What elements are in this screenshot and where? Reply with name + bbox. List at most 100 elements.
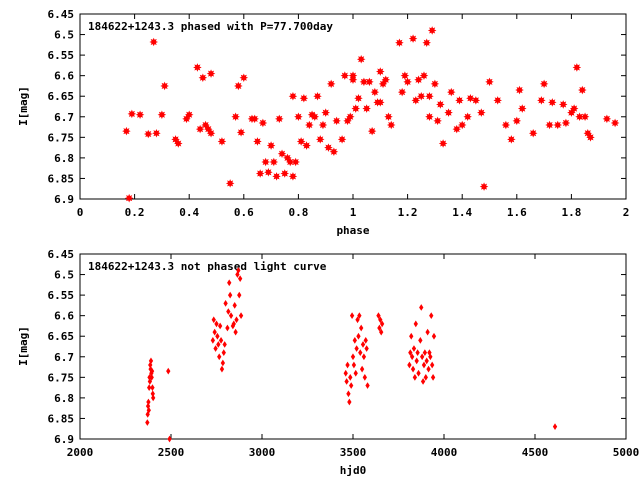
- phased-plot-point: [324, 143, 333, 152]
- unphased-plot-point: [235, 271, 240, 278]
- phased-plot-point: [291, 157, 300, 167]
- phased-plot-point: [501, 120, 511, 130]
- unphased-plot-point: [409, 332, 414, 340]
- unphased-plot-point: [147, 384, 152, 391]
- phased-plot-point: [477, 108, 486, 117]
- phased-plot-points: [122, 26, 620, 203]
- phased-plot-point: [610, 118, 620, 128]
- unphased-plot-point: [345, 361, 350, 369]
- phased-plot-point: [572, 63, 582, 72]
- phased-plot-y-tick-label: 6.85: [48, 172, 75, 185]
- phased-plot-point: [512, 116, 522, 126]
- unphased-plot-point: [238, 275, 243, 283]
- phased-plot-point: [528, 128, 538, 138]
- phased-plot-point: [545, 120, 554, 130]
- unphased-plot-point: [350, 353, 356, 361]
- phased-plot-point: [193, 63, 202, 72]
- phased-plot-point: [408, 34, 418, 43]
- phased-plot-point: [239, 73, 249, 82]
- unphased-plot-point: [219, 365, 225, 373]
- phased-plot-point: [122, 126, 131, 136]
- phased-plot-x-tick-label: 0.6: [234, 206, 254, 219]
- unphased-plot-point: [361, 353, 367, 361]
- phased-plot-point: [315, 135, 325, 144]
- unphased-plot-point: [426, 365, 431, 373]
- phased-plot-point: [302, 141, 311, 150]
- unphased-plot-point: [222, 341, 227, 348]
- phased-plot-point: [425, 112, 434, 122]
- phased-plot-point: [452, 124, 461, 134]
- unphased-plot-point: [420, 378, 426, 385]
- phased-plot-point: [386, 120, 396, 130]
- unphased-plot-point: [212, 328, 217, 336]
- phased-plot-y-label: I[mag]: [17, 86, 30, 126]
- phased-plot-point: [266, 141, 276, 150]
- phased-plot-point: [152, 128, 161, 138]
- unphased-plot-point: [215, 332, 220, 340]
- phased-plot-point: [539, 79, 549, 89]
- unphased-plot-y-tick-label: 6.6: [54, 310, 74, 323]
- unphased-plot-point: [354, 345, 359, 352]
- phased-plot-point: [354, 94, 363, 103]
- phased-plot-point: [332, 116, 341, 126]
- phased-plot-point: [217, 137, 227, 146]
- phased-plot-x-tick-label: 0: [77, 206, 84, 219]
- phased-plot-point: [457, 120, 467, 130]
- unphased-plot-point: [145, 419, 150, 426]
- unphased-plot-point: [412, 373, 418, 381]
- phased-plot-y-tick-label: 6.65: [48, 90, 75, 103]
- unphased-plot-point: [415, 349, 420, 357]
- unphased-plot-point: [358, 349, 363, 357]
- unphased-plot-y-tick-label: 6.9: [54, 433, 74, 446]
- unphased-plot-point: [349, 312, 355, 320]
- unphased-plot-point: [166, 367, 171, 375]
- unphased-plot-point: [419, 304, 424, 311]
- unphased-plot-y-tick-label: 6.75: [48, 371, 75, 384]
- unphased-plot-point: [363, 336, 368, 344]
- unphased-plot-point: [237, 291, 242, 299]
- phased-plot-point: [285, 157, 295, 167]
- phased-plot-point: [272, 172, 281, 181]
- unphased-plot-point: [150, 384, 155, 391]
- unphased-plot-point: [348, 373, 353, 381]
- phased-plot-point: [231, 112, 240, 122]
- phased-plot-point: [305, 120, 314, 130]
- phased-plot-y-tick-label: 6.45: [48, 8, 75, 21]
- unphased-plot-x-tick-label: 3500: [340, 446, 367, 459]
- phased-plot-y-tick-label: 6.75: [48, 131, 75, 144]
- phased-plot-point: [515, 85, 524, 95]
- phased-plot-point: [378, 79, 388, 89]
- unphased-plot-point: [360, 341, 366, 348]
- phased-plot-point: [275, 114, 284, 124]
- unphased-plot-point: [362, 373, 367, 381]
- unphased-plot-point: [210, 336, 216, 344]
- unphased-plot-point: [147, 378, 153, 385]
- phased-plot-point: [466, 94, 475, 103]
- phased-plot-point: [359, 77, 369, 87]
- phased-plot-point: [288, 91, 298, 101]
- phased-plot-point: [288, 172, 298, 181]
- phased-plot-point: [414, 75, 423, 85]
- unphased-plot-point: [351, 361, 357, 369]
- phased-plot-point: [517, 104, 527, 113]
- phased-plot-point: [277, 149, 287, 159]
- phased-plot-point: [184, 110, 194, 119]
- phased-plot-point: [296, 137, 306, 146]
- phased-plot-point: [198, 73, 208, 82]
- unphased-plot-point: [356, 332, 361, 340]
- unphased-plot-point: [359, 365, 365, 373]
- unphased-plot-point: [349, 382, 354, 389]
- unphased-plot-point: [214, 320, 219, 328]
- phased-plot-point: [225, 179, 235, 188]
- unphased-plot-point: [422, 349, 428, 357]
- phased-plot-x-tick-label: 0.4: [179, 206, 199, 219]
- unphased-plot-y-tick-label: 6.5: [54, 269, 74, 282]
- unphased-plot-point: [146, 406, 151, 414]
- phased-plot-x-tick-label: 1: [350, 206, 357, 219]
- phased-plot-ticks: 0 0.2 0.4 0.6 0.8 1 1.2 1.4 1.6 1.8 2 6.45 6.5 6.55 6.…: [48, 8, 630, 219]
- unphased-plot-points: [145, 267, 558, 443]
- phased-plot-point: [422, 38, 431, 48]
- phased-plot-point: [157, 110, 167, 119]
- phased-plot-point: [479, 182, 489, 191]
- phased-plot-point: [362, 104, 371, 113]
